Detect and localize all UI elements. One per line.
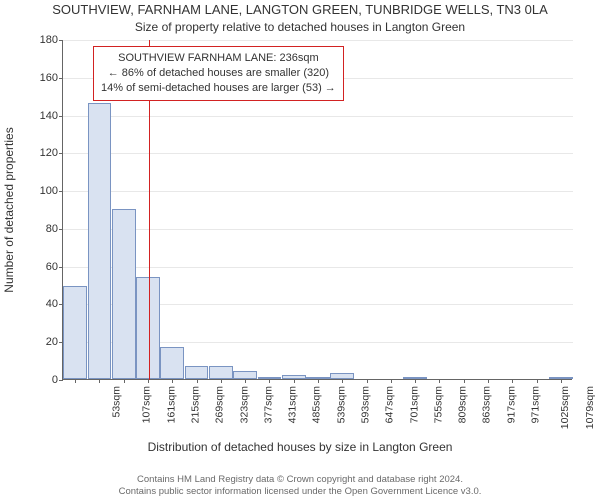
xtick-label: 107sqm <box>141 386 153 423</box>
chart-title-line1: SOUTHVIEW, FARNHAM LANE, LANGTON GREEN, … <box>0 2 600 17</box>
gridline <box>63 267 573 268</box>
xtick-mark <box>221 379 222 383</box>
histogram-bar <box>63 286 87 379</box>
gridline <box>63 153 573 154</box>
ytick-label: 160 <box>18 72 58 84</box>
ytick-label: 100 <box>18 185 58 197</box>
xtick-mark <box>561 379 562 383</box>
info-line1: SOUTHVIEW FARNHAM LANE: 236sqm <box>101 51 336 66</box>
histogram-bar <box>160 347 184 379</box>
xtick-mark <box>318 379 319 383</box>
xtick-label: 755sqm <box>432 386 444 423</box>
reference-info-box: SOUTHVIEW FARNHAM LANE: 236sqm ← 86% of … <box>93 46 344 101</box>
xtick-label: 1025sqm <box>559 386 571 429</box>
xtick-mark <box>269 379 270 383</box>
xtick-label: 863sqm <box>481 386 493 423</box>
ytick-mark <box>59 380 63 381</box>
xtick-mark <box>172 379 173 383</box>
xtick-mark <box>367 379 368 383</box>
gridline <box>63 191 573 192</box>
ytick-mark <box>59 40 63 41</box>
xtick-mark <box>197 379 198 383</box>
xtick-mark <box>99 379 100 383</box>
xtick-mark <box>439 379 440 383</box>
xtick-mark <box>75 379 76 383</box>
histogram-bar <box>112 209 136 379</box>
ytick-mark <box>59 191 63 192</box>
histogram-bar <box>233 371 257 379</box>
xtick-label: 323sqm <box>238 386 250 423</box>
footer-line2: Contains public sector information licen… <box>0 486 600 498</box>
footer-attribution: Contains HM Land Registry data © Crown c… <box>0 474 600 498</box>
xtick-label: 701sqm <box>408 386 420 423</box>
ytick-label: 40 <box>18 298 58 310</box>
ytick-label: 60 <box>18 261 58 273</box>
x-axis-label: Distribution of detached houses by size … <box>0 440 600 454</box>
footer-line1: Contains HM Land Registry data © Crown c… <box>0 474 600 486</box>
histogram-bar <box>185 366 209 379</box>
histogram-bar <box>209 366 233 379</box>
chart-container: SOUTHVIEW, FARNHAM LANE, LANGTON GREEN, … <box>0 0 600 500</box>
xtick-label: 377sqm <box>262 386 274 423</box>
xtick-label: 161sqm <box>165 386 177 423</box>
xtick-label: 215sqm <box>189 386 201 423</box>
xtick-mark <box>294 379 295 383</box>
xtick-mark <box>342 379 343 383</box>
ytick-mark <box>59 229 63 230</box>
ytick-label: 180 <box>18 34 58 46</box>
y-axis-label: Number of detached properties <box>2 127 16 292</box>
xtick-label: 809sqm <box>457 386 469 423</box>
xtick-mark <box>124 379 125 383</box>
xtick-label: 917sqm <box>505 386 517 423</box>
xtick-label: 647sqm <box>384 386 396 423</box>
chart-title-line2: Size of property relative to detached ho… <box>0 20 600 34</box>
xtick-mark <box>512 379 513 383</box>
xtick-label: 431sqm <box>287 386 299 423</box>
ytick-mark <box>59 116 63 117</box>
gridline <box>63 40 573 41</box>
ytick-label: 80 <box>18 223 58 235</box>
xtick-label: 1079sqm <box>584 386 596 429</box>
ytick-mark <box>59 153 63 154</box>
xtick-mark <box>415 379 416 383</box>
xtick-label: 485sqm <box>311 386 323 423</box>
info-line2: ← 86% of detached houses are smaller (32… <box>101 66 336 81</box>
xtick-mark <box>537 379 538 383</box>
ytick-mark <box>59 267 63 268</box>
ytick-label: 140 <box>18 110 58 122</box>
xtick-label: 593sqm <box>359 386 371 423</box>
gridline <box>63 116 573 117</box>
xtick-label: 269sqm <box>214 386 226 423</box>
gridline <box>63 229 573 230</box>
plot-area: 02040608010012014016018053sqm107sqm161sq… <box>62 40 572 380</box>
ytick-label: 0 <box>18 374 58 386</box>
histogram-bar <box>88 103 112 379</box>
xtick-mark <box>488 379 489 383</box>
xtick-label: 971sqm <box>529 386 541 423</box>
xtick-mark <box>391 379 392 383</box>
ytick-label: 120 <box>18 147 58 159</box>
xtick-label: 53sqm <box>111 386 123 418</box>
histogram-bar <box>136 277 160 379</box>
ytick-label: 20 <box>18 336 58 348</box>
xtick-mark <box>464 379 465 383</box>
xtick-mark <box>245 379 246 383</box>
info-line3: 14% of semi-detached houses are larger (… <box>101 81 336 96</box>
ytick-mark <box>59 78 63 79</box>
xtick-label: 539sqm <box>335 386 347 423</box>
